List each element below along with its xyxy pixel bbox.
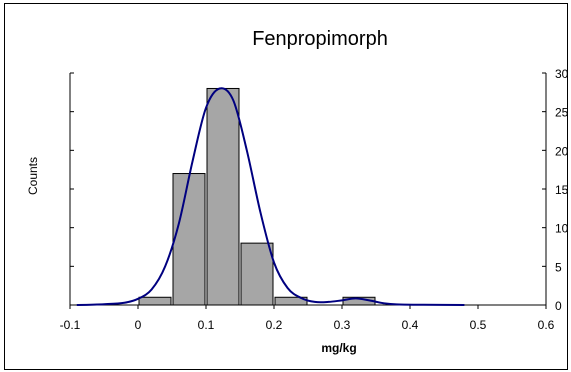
y-tick-label: 0 — [555, 299, 562, 313]
density-curve — [76, 87, 465, 306]
x-axis-label: mg/kg — [321, 341, 356, 355]
histogram-bar — [172, 173, 206, 306]
bars-group — [138, 87, 376, 306]
histogram-bar — [240, 242, 274, 306]
x-tick-label: 0.3 — [334, 318, 351, 332]
x-tick-label: 0 — [135, 318, 142, 332]
y-tick-label: 20 — [555, 144, 569, 158]
histogram-bar — [138, 296, 172, 306]
y-tick-label: 10 — [555, 222, 569, 236]
x-tick-label: 0.5 — [470, 318, 487, 332]
x-tick-label: 0.1 — [198, 318, 215, 332]
histogram-chart: Fenpropimorph Counts mg/kg -0.1 0 0.1 0.2 0.… — [26, 28, 569, 355]
y-axis-label: Counts — [26, 157, 40, 195]
x-tick-label: 0.6 — [538, 318, 555, 332]
x-tick-label: -0.1 — [60, 318, 81, 332]
chart-frame: Fenpropimorph Counts mg/kg -0.1 0 0.1 0.2 0.… — [4, 3, 569, 370]
histogram-bar — [206, 87, 240, 306]
y-tick-label: 25 — [555, 106, 569, 120]
chart-title: Fenpropimorph — [252, 28, 388, 50]
y-tick-label: 5 — [555, 260, 562, 274]
x-tick-label: 0.4 — [402, 318, 419, 332]
x-tick-label: 0.2 — [266, 318, 283, 332]
y-tick-label: 30 — [555, 67, 569, 81]
y-tick-label: 15 — [555, 183, 569, 197]
